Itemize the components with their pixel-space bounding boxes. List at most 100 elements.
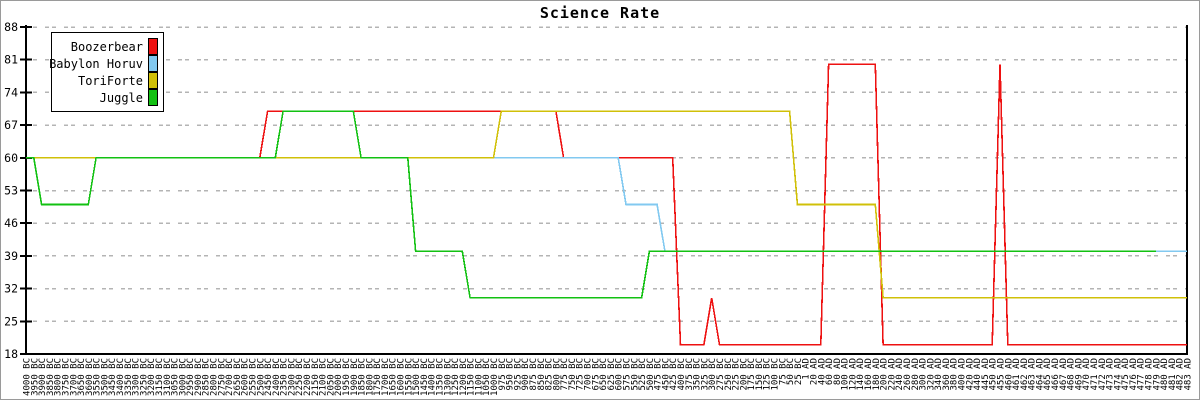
x-tick-label: 3050 BC (171, 358, 181, 396)
y-tick-label: 81 (4, 53, 18, 67)
x-tick-label: 500 BC (646, 358, 656, 391)
series-line-toriforte (26, 110, 1187, 299)
x-tick-label: 462 AD (1020, 358, 1030, 391)
x-tick-label: 180 AD (872, 358, 882, 391)
x-tick-label: 2900 BC (194, 358, 204, 396)
legend-item-boozerbear: Boozerbear (52, 38, 158, 55)
x-tick-label: 100 AD (841, 358, 851, 391)
x-tick-label: 473 AD (1106, 358, 1116, 391)
x-tick-label: 140 AD (856, 358, 866, 391)
x-tick-label: 260 AD (903, 358, 913, 391)
legend-item-toriforte: ToriForte (52, 72, 158, 89)
x-tick-label: 125 BC (763, 358, 773, 391)
x-tick-label: 3550 BC (93, 358, 103, 396)
x-tick-label: 1050 BC (482, 358, 492, 396)
x-tick-label: 3750 BC (61, 358, 71, 396)
x-tick-label: 925 BC (513, 358, 523, 391)
x-tick-label: 280 AD (911, 358, 921, 391)
x-tick-label: 477 AD (1137, 358, 1147, 391)
x-tick-label: 220 AD (887, 358, 897, 391)
series-line-boozerbear (26, 63, 1187, 346)
x-tick-label: 75 BC (778, 358, 788, 385)
series-line-babylon-horuv (26, 157, 1187, 252)
x-tick-label: 2250 BC (295, 358, 305, 396)
legend-item-babylon-horuv: Babylon Horuv (49, 55, 158, 72)
x-tick-label: 1800 BC (365, 358, 375, 396)
x-tick-label: 1850 BC (358, 358, 368, 396)
x-tick-label: 1250 BC (451, 358, 461, 396)
x-tick-label: 800 BC (552, 358, 562, 391)
x-tick-label: 3950 BC (30, 358, 40, 396)
x-tick-label: 825 BC (545, 358, 555, 391)
x-tick-label: 467 AD (1059, 358, 1069, 391)
x-tick-label: 3650 BC (77, 358, 87, 396)
x-tick-label: 380 AD (950, 358, 960, 391)
x-tick-label: 1 AD (802, 358, 812, 380)
x-tick-label: 60 AD (825, 358, 835, 385)
x-tick-label: 460 AD (1004, 358, 1014, 391)
x-tick-label: 2700 BC (225, 358, 235, 396)
x-tick-label: 420 AD (965, 358, 975, 391)
legend-label: ToriForte (77, 73, 143, 88)
x-tick-label: 481 AD (1168, 358, 1178, 391)
x-tick-label: 3100 BC (163, 358, 173, 396)
x-tick-label: 1550 BC (404, 358, 414, 396)
x-tick-label: 875 BC (529, 358, 539, 391)
x-tick-label: 3850 BC (46, 358, 56, 396)
x-tick-label: 4000 BC (23, 358, 33, 396)
x-tick-label: 1500 BC (412, 358, 422, 396)
x-tick-label: 3600 BC (85, 358, 95, 396)
x-tick-label: 1950 BC (342, 358, 352, 396)
legend-label: Boozerbear (70, 39, 143, 54)
x-tick-label: 1650 BC (389, 358, 399, 396)
x-tick-label: 1750 BC (373, 358, 383, 396)
x-tick-label: 466 AD (1051, 358, 1061, 391)
x-tick-label: 150 BC (755, 358, 765, 391)
x-tick-label: 455 AD (996, 358, 1006, 391)
x-tick-label: 2200 BC (303, 358, 313, 396)
x-tick-label: 1450 BC (420, 358, 430, 396)
x-tick-label: 1100 BC (474, 358, 484, 396)
x-tick-label: 1150 BC (467, 358, 477, 396)
y-tick-label: 46 (4, 216, 18, 230)
x-tick-label: 700 BC (584, 358, 594, 391)
legend-label: Juggle (99, 90, 143, 105)
x-tick-label: 478 AD (1145, 358, 1155, 391)
x-tick-label: 3500 BC (100, 358, 110, 396)
x-tick-label: 1350 BC (435, 358, 445, 396)
x-tick-label: 450 AD (989, 358, 999, 391)
x-tick-label: 3900 BC (38, 358, 48, 396)
y-tick-label: 39 (4, 249, 18, 263)
y-tick-label: 25 (4, 314, 18, 328)
x-tick-label: 472 AD (1098, 358, 1108, 391)
x-tick-label: 325 BC (700, 358, 710, 391)
x-tick-label: 550 BC (630, 358, 640, 391)
x-tick-label: 450 BC (661, 358, 671, 391)
x-tick-label: 2350 BC (280, 358, 290, 396)
x-tick-label: 320 AD (926, 358, 936, 391)
x-tick-label: 240 AD (895, 358, 905, 391)
x-tick-label: 120 AD (848, 358, 858, 391)
x-tick-label: 463 AD (1028, 358, 1038, 391)
x-tick-label: 1400 BC (428, 358, 438, 396)
x-tick-label: 480 AD (1160, 358, 1170, 391)
x-tick-label: 1700 BC (381, 358, 391, 396)
x-tick-label: 2500 BC (256, 358, 266, 396)
x-tick-label: 975 BC (498, 358, 508, 391)
x-tick-label: 650 BC (599, 358, 609, 391)
x-tick-label: 375 BC (685, 358, 695, 391)
x-tick-label: 725 BC (576, 358, 586, 391)
x-tick-label: 20 AD (809, 358, 819, 385)
x-tick-label: 200 AD (880, 358, 890, 391)
x-tick-label: 3300 BC (132, 358, 142, 396)
legend-swatch (148, 55, 158, 72)
x-tick-label: 2600 BC (241, 358, 251, 396)
x-tick-label: 850 BC (537, 358, 547, 391)
x-tick-label: 3400 BC (116, 358, 126, 396)
x-tick-label: 3700 BC (69, 358, 79, 396)
x-tick-label: 465 AD (1043, 358, 1053, 391)
y-tick-label: 67 (4, 118, 18, 132)
legend-swatch (148, 38, 158, 55)
legend-swatch (148, 89, 158, 106)
